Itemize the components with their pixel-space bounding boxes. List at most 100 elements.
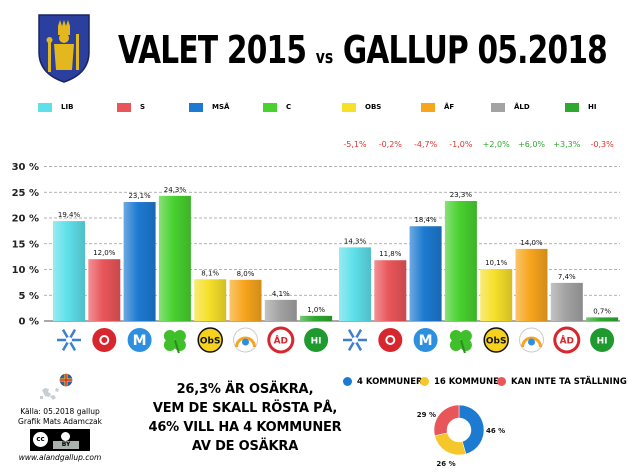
y-tick-label: 20 % (12, 214, 39, 225)
party-icon-mså: M (413, 328, 438, 352)
bar-value-label: 24,3% (164, 186, 187, 194)
pie-legend-item-1: 16 KOMMUNER (420, 377, 506, 387)
svg-text:M: M (419, 333, 433, 349)
y-tick-label: 15 % (12, 239, 39, 250)
bar-mså (123, 202, 156, 321)
license-badge-text: BY (53, 441, 79, 449)
bar-mså (409, 226, 442, 321)
party-icon-c (449, 330, 472, 354)
note-line-4: AV DE OSÄKRA (191, 439, 299, 454)
legend-item-5: ÅF (421, 101, 454, 113)
bar-åf (515, 248, 548, 321)
title-left: VALET 2015 (118, 28, 307, 72)
y-tick-label: 0 % (19, 317, 39, 328)
legend-item-0: LIB (38, 101, 73, 113)
cc-by-badge: cc BY (30, 429, 90, 451)
legend-swatch (263, 102, 277, 112)
legend-label: C (286, 103, 292, 111)
cc-icon: cc (33, 432, 48, 447)
pie-legend-dot (420, 377, 429, 386)
bar-value-label: 11,8% (379, 250, 402, 258)
bar-value-label: 14,3% (344, 237, 367, 245)
legend-swatch (342, 102, 356, 112)
legend-swatch (421, 102, 435, 112)
party-icon-hi: HI (590, 328, 615, 352)
legend-swatch (491, 102, 505, 112)
legend-swatch (189, 102, 203, 112)
uncertain-note: 26,3% ÄR OSÄKRA, VEM DE SKALL RÖSTA PÅ, … (140, 380, 350, 456)
legend-item-7: HI (565, 101, 596, 113)
bar-hi (586, 317, 619, 321)
change-label: +6,0% (518, 140, 545, 149)
bar-åf (229, 279, 262, 321)
website-link[interactable]: www.alandgallup.com (18, 453, 102, 462)
svg-text:ObS: ObS (486, 337, 507, 347)
bar-value-label: 8,1% (201, 269, 219, 277)
legend-label: OBS (365, 103, 382, 111)
donut-slice-label: 29 % (417, 411, 436, 419)
change-label: +2,0% (483, 140, 510, 149)
party-icon-obs: ObS (197, 327, 223, 353)
svg-text:ÅD: ÅD (274, 336, 288, 347)
pie-legend-label: KAN INTE TA STÄLLNING (511, 377, 627, 387)
y-tick-label: 5 % (19, 291, 39, 302)
change-label: -0,2% (379, 140, 403, 149)
bar-value-label: 0,7% (593, 307, 611, 315)
change-label: -5,1% (343, 140, 367, 149)
party-icon-åf (233, 327, 258, 353)
bar-value-label: 23,1% (128, 192, 151, 200)
party-icon-obs: ObS (483, 327, 509, 353)
page-title: VALET 2015 vs GALLUP 05.2018 (118, 28, 608, 72)
change-label: -0,3% (590, 140, 614, 149)
title-right: GALLUP 05.2018 (342, 28, 608, 72)
svg-text:HI: HI (311, 337, 322, 347)
legend-item-2: MSÅ (189, 101, 229, 113)
note-line-2: VEM DE SKALL RÖSTA PÅ, (152, 401, 338, 416)
donut-slice (458, 404, 485, 455)
donut-slice-label: 26 % (436, 460, 455, 468)
donut-slice (434, 432, 467, 456)
pie-legend-dot (343, 377, 352, 386)
bar-value-label: 19,4% (58, 211, 81, 219)
bar-s (88, 259, 121, 321)
bar-åld (550, 282, 583, 321)
pie-legend-dot (497, 377, 506, 386)
party-icon-s (92, 328, 117, 352)
title-vs: vs (315, 47, 334, 68)
bar-s (374, 260, 407, 321)
party-icon-hi: HI (304, 328, 329, 352)
bar-value-label: 23,3% (450, 191, 473, 199)
pie-legend-item-0: 4 KOMMUNER (343, 377, 423, 387)
bar-c (158, 195, 191, 321)
bar-value-label: 7,4% (558, 273, 576, 281)
y-tick-label: 25 % (12, 188, 39, 199)
aland-map-graphic (40, 373, 73, 400)
party-icon-åld: ÅD (267, 326, 295, 354)
note-line-1: 26,3% ÄR OSÄKRA, (176, 382, 314, 397)
pie-legend-label: 16 KOMMUNER (434, 377, 506, 387)
svg-text:M: M (133, 333, 147, 349)
bar-value-label: 14,0% (520, 239, 543, 247)
change-label: -1,0% (449, 140, 473, 149)
pie-legend-label: 4 KOMMUNER (357, 377, 423, 387)
coat-of-arms-logo (38, 14, 90, 83)
bar-value-label: 18,4% (414, 216, 437, 224)
svg-text:ÅD: ÅD (560, 336, 574, 347)
bar-obs (194, 279, 227, 321)
note-line-3: 46% VILL HA 4 KOMMUNER (148, 420, 342, 435)
bar-lib (53, 221, 85, 321)
legend-swatch (565, 102, 579, 112)
party-icon-åld: ÅD (553, 326, 581, 354)
legend-swatch (117, 102, 131, 112)
donut-slice (433, 404, 460, 437)
party-icon-lib (57, 328, 81, 352)
source-credit: Källa: 05.2018 gallup Grafik Mats Adamcz… (10, 407, 110, 427)
legend-label: ÅF (444, 103, 455, 111)
svg-text:ObS: ObS (200, 337, 221, 347)
party-icon-s (378, 328, 403, 352)
legend-label: HI (588, 103, 597, 111)
legend-label: S (140, 103, 146, 111)
legend-label: MSÅ (212, 103, 230, 111)
legend-item-1: S (117, 101, 145, 113)
